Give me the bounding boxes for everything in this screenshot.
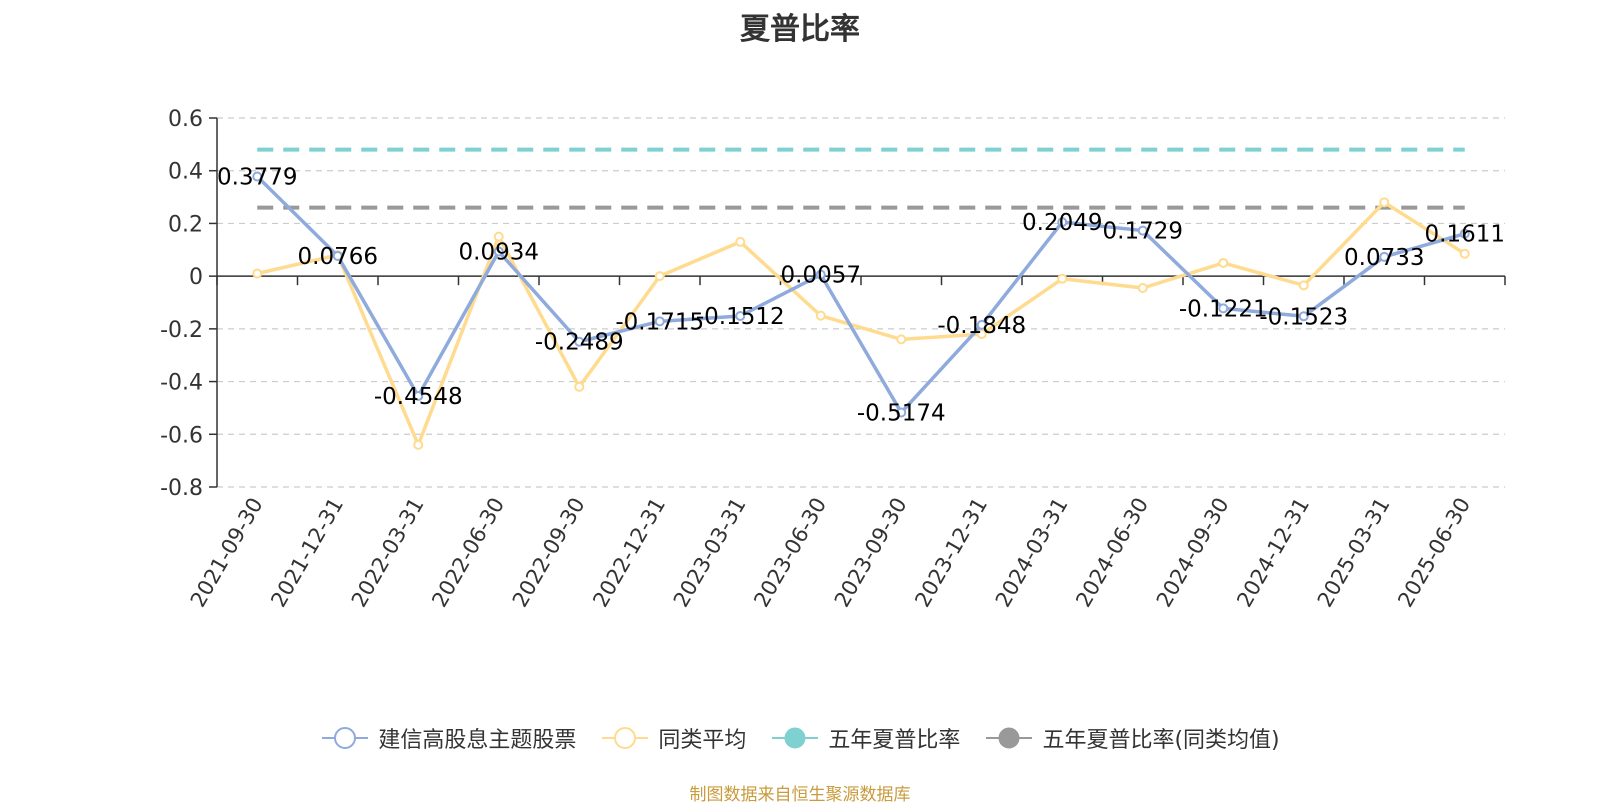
fund-point — [976, 319, 987, 330]
legend-label: 五年夏普比率(同类均值) — [1042, 728, 1280, 753]
y-tick-label: 0 — [189, 265, 203, 290]
data-label: 0.0934 — [459, 240, 539, 266]
x-tick-label: 2023-03-31 — [669, 494, 751, 612]
data-label: 0.2049 — [1022, 210, 1102, 236]
data-label: -0.1715 — [615, 309, 704, 335]
x-tick-label: 2023-12-31 — [910, 494, 992, 612]
legend-item[interactable]: 建信高股息主题股票 — [320, 722, 576, 754]
reference-lines — [257, 147, 1465, 210]
y-tick-label: 0.6 — [168, 107, 203, 132]
x-tick-label: 2021-12-31 — [266, 494, 348, 612]
data-label: -0.4548 — [374, 384, 463, 410]
fund-point — [252, 171, 263, 182]
x-tick-label: 2025-06-30 — [1393, 494, 1475, 612]
series-layer — [252, 171, 1470, 450]
fund-point — [574, 336, 585, 347]
peer-average-point — [1057, 273, 1068, 284]
data-label: 0.0057 — [781, 263, 861, 289]
x-tick-label: 2024-12-31 — [1232, 494, 1314, 612]
fund-point — [735, 310, 746, 321]
peer-average-point — [654, 271, 665, 282]
peer-average-point — [1379, 197, 1390, 208]
fund-point — [654, 316, 665, 327]
legend-marker-icon — [986, 727, 1033, 749]
data-label: -0.2489 — [535, 330, 624, 356]
data-label-layer: 0.37790.0766-0.45480.0934-0.2489-0.1715-… — [217, 165, 1505, 427]
fund-series-line — [256, 175, 1466, 415]
peer-average-point — [976, 329, 987, 340]
peer-average-point — [815, 310, 826, 321]
data-label: 0.0733 — [1344, 245, 1424, 271]
x-tick-label: 2022-12-31 — [588, 494, 670, 612]
x-tick-label: 2022-09-30 — [508, 494, 590, 612]
peer-average-point — [493, 231, 504, 242]
peer-average-point — [1137, 283, 1148, 294]
y-tick-label: -0.8 — [160, 476, 203, 501]
data-label: -0.1512 — [696, 304, 785, 330]
grid-layer — [217, 117, 1505, 488]
legend-item[interactable]: 五年夏普比率 — [770, 722, 960, 754]
x-tick-label: 2022-03-31 — [347, 494, 429, 612]
legend-marker-icon — [772, 727, 819, 749]
y-tick-label: 0.4 — [168, 160, 203, 185]
fund-point — [413, 391, 424, 402]
legend-item[interactable]: 同类平均 — [600, 722, 746, 754]
data-label: -0.1848 — [937, 313, 1026, 339]
x-tick-label: 2024-09-30 — [1152, 494, 1234, 612]
y-tick-label: -0.4 — [160, 371, 203, 396]
data-label: 0.3779 — [217, 165, 297, 191]
peer-average-point — [252, 268, 263, 279]
legend-item[interactable]: 五年夏普比率(同类均值) — [984, 722, 1280, 754]
fund-point — [1137, 225, 1148, 236]
peer-average-point — [735, 236, 746, 247]
fund-point — [1459, 228, 1470, 239]
data-label: 0.0766 — [298, 244, 378, 270]
fund-point — [1218, 303, 1229, 314]
y-tick-label: -0.6 — [160, 423, 203, 448]
legend-marker-icon — [322, 727, 369, 749]
x-tick-label: 2024-03-31 — [991, 494, 1073, 612]
fund-point — [1057, 217, 1068, 228]
y-tick-label: 0.2 — [168, 212, 203, 237]
y-tick-label: -0.2 — [160, 318, 203, 343]
peer-average-point — [896, 334, 907, 345]
legend-label: 五年夏普比率 — [828, 728, 961, 753]
fund-point — [815, 269, 826, 280]
fund-point — [493, 246, 504, 257]
data-label: 0.1729 — [1103, 219, 1183, 245]
legend-label: 同类平均 — [658, 728, 747, 753]
axis-layer: 0.6 0.4 0.2 0 -0.2 -0.4 -0.6 -0.82021-09-302021… — [160, 107, 1506, 612]
data-label: -0.1523 — [1259, 304, 1348, 330]
data-label: -0.1221 — [1179, 296, 1268, 322]
x-tick-label: 2023-09-30 — [830, 494, 912, 612]
fund-point — [896, 407, 907, 418]
legend-label: 建信高股息主题股票 — [378, 728, 577, 753]
x-tick-label: 2025-03-31 — [1313, 494, 1395, 612]
peer-average-point — [574, 381, 585, 392]
peer-average-point — [1459, 248, 1470, 259]
legend: 建信高股息主题股票 同类平均 五年夏普比率 五年夏普比率(同类均值) — [0, 722, 1600, 754]
peer-average-point — [1298, 280, 1309, 291]
fund-point — [1298, 311, 1309, 322]
x-tick-label: 2022-06-30 — [427, 494, 509, 612]
fund-point — [1379, 251, 1390, 262]
x-tick-label: 2021-09-30 — [186, 494, 268, 612]
legend-marker-icon — [602, 727, 649, 749]
peer-average-point — [1218, 257, 1229, 268]
peer-average-series-line — [256, 200, 1466, 447]
data-label: 0.1611 — [1425, 222, 1505, 248]
x-tick-label: 2024-06-30 — [1071, 494, 1153, 612]
data-label: -0.5174 — [857, 401, 946, 427]
chart-title: 夏普比率 — [740, 12, 860, 47]
source-note: 制图数据来自恒生聚源数据库 — [689, 785, 911, 805]
peer-average-point — [413, 439, 424, 450]
x-tick-label: 2023-06-30 — [749, 494, 831, 612]
fund-point — [332, 250, 343, 261]
